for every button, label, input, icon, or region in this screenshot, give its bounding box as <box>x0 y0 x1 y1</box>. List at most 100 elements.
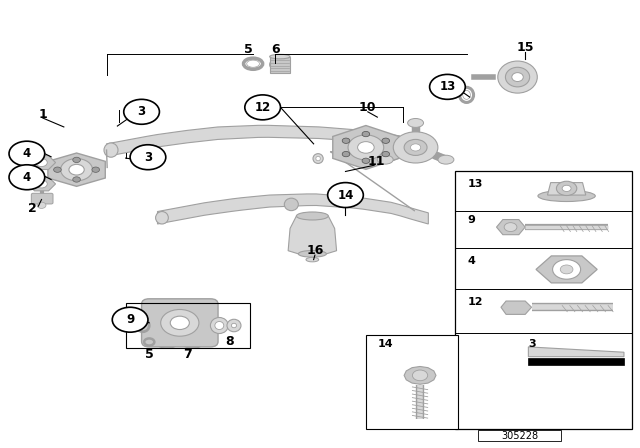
Text: 10: 10 <box>359 101 376 114</box>
Polygon shape <box>48 153 105 186</box>
Polygon shape <box>501 301 532 314</box>
Circle shape <box>382 138 390 143</box>
FancyBboxPatch shape <box>141 299 218 347</box>
Text: 5: 5 <box>244 43 253 56</box>
Text: 13: 13 <box>468 179 483 189</box>
Circle shape <box>410 144 420 151</box>
Ellipse shape <box>104 143 118 157</box>
Text: 14: 14 <box>337 189 354 202</box>
Circle shape <box>358 142 374 153</box>
Circle shape <box>245 95 280 120</box>
Ellipse shape <box>296 212 328 220</box>
Circle shape <box>362 158 370 164</box>
Text: 11: 11 <box>367 155 385 168</box>
Text: 6: 6 <box>271 43 280 56</box>
Ellipse shape <box>156 211 168 224</box>
Text: 3: 3 <box>138 105 146 118</box>
Text: 5: 5 <box>145 348 154 361</box>
Ellipse shape <box>306 258 319 262</box>
Ellipse shape <box>512 73 524 82</box>
FancyBboxPatch shape <box>31 193 53 204</box>
Text: 3: 3 <box>144 151 152 164</box>
Ellipse shape <box>183 340 202 348</box>
Circle shape <box>382 151 390 157</box>
Ellipse shape <box>215 322 224 330</box>
Text: 9: 9 <box>468 215 476 225</box>
Ellipse shape <box>388 136 399 147</box>
Text: 13: 13 <box>439 80 456 93</box>
Bar <box>366 335 458 429</box>
Circle shape <box>36 159 47 167</box>
Circle shape <box>394 132 438 163</box>
Text: 3: 3 <box>529 339 536 349</box>
Text: 4: 4 <box>23 147 31 160</box>
Circle shape <box>562 185 571 191</box>
Polygon shape <box>333 125 399 169</box>
Ellipse shape <box>463 90 470 99</box>
Circle shape <box>112 307 148 332</box>
Ellipse shape <box>316 156 320 161</box>
Polygon shape <box>106 125 399 156</box>
Text: 14: 14 <box>378 339 393 349</box>
Text: 8: 8 <box>225 336 234 349</box>
Ellipse shape <box>313 154 323 164</box>
Text: 1: 1 <box>38 108 47 121</box>
Ellipse shape <box>506 67 530 87</box>
Circle shape <box>556 181 577 195</box>
Text: 12: 12 <box>255 101 271 114</box>
Text: 4: 4 <box>468 255 476 266</box>
Text: 7: 7 <box>183 348 192 361</box>
Ellipse shape <box>269 58 290 71</box>
Circle shape <box>504 223 517 232</box>
Bar <box>125 303 250 348</box>
Circle shape <box>348 135 384 160</box>
Text: 4: 4 <box>23 171 31 184</box>
Circle shape <box>61 159 93 181</box>
Circle shape <box>9 141 45 166</box>
Circle shape <box>161 310 199 336</box>
Circle shape <box>362 131 370 137</box>
Polygon shape <box>547 183 586 195</box>
Ellipse shape <box>157 340 177 348</box>
Text: 305228: 305228 <box>501 431 538 441</box>
Polygon shape <box>529 347 624 357</box>
Text: 2: 2 <box>28 202 36 215</box>
Ellipse shape <box>538 190 595 202</box>
Circle shape <box>404 139 427 155</box>
Ellipse shape <box>227 319 241 332</box>
Ellipse shape <box>232 323 237 328</box>
Circle shape <box>342 138 350 143</box>
Ellipse shape <box>246 60 259 67</box>
Circle shape <box>9 165 45 190</box>
Polygon shape <box>536 256 597 283</box>
Circle shape <box>37 202 46 208</box>
Ellipse shape <box>269 54 290 59</box>
Circle shape <box>328 183 364 207</box>
Circle shape <box>342 151 350 157</box>
Ellipse shape <box>377 155 393 164</box>
Ellipse shape <box>438 155 454 164</box>
Polygon shape <box>28 177 56 191</box>
Ellipse shape <box>408 118 424 127</box>
Circle shape <box>73 157 81 163</box>
Circle shape <box>124 99 159 124</box>
Ellipse shape <box>298 250 326 257</box>
Bar <box>455 171 632 429</box>
Bar <box>269 56 290 73</box>
Ellipse shape <box>284 198 298 211</box>
Circle shape <box>429 74 465 99</box>
Polygon shape <box>157 194 428 224</box>
Circle shape <box>552 260 580 279</box>
Text: 12: 12 <box>468 297 483 307</box>
Polygon shape <box>497 220 525 235</box>
Circle shape <box>412 370 428 381</box>
Text: 9: 9 <box>126 313 134 326</box>
Circle shape <box>560 265 573 274</box>
Circle shape <box>92 167 100 172</box>
Ellipse shape <box>211 318 228 333</box>
Text: 15: 15 <box>516 41 534 54</box>
Ellipse shape <box>498 61 538 93</box>
Circle shape <box>73 177 81 182</box>
Circle shape <box>170 316 189 330</box>
Polygon shape <box>404 366 436 384</box>
